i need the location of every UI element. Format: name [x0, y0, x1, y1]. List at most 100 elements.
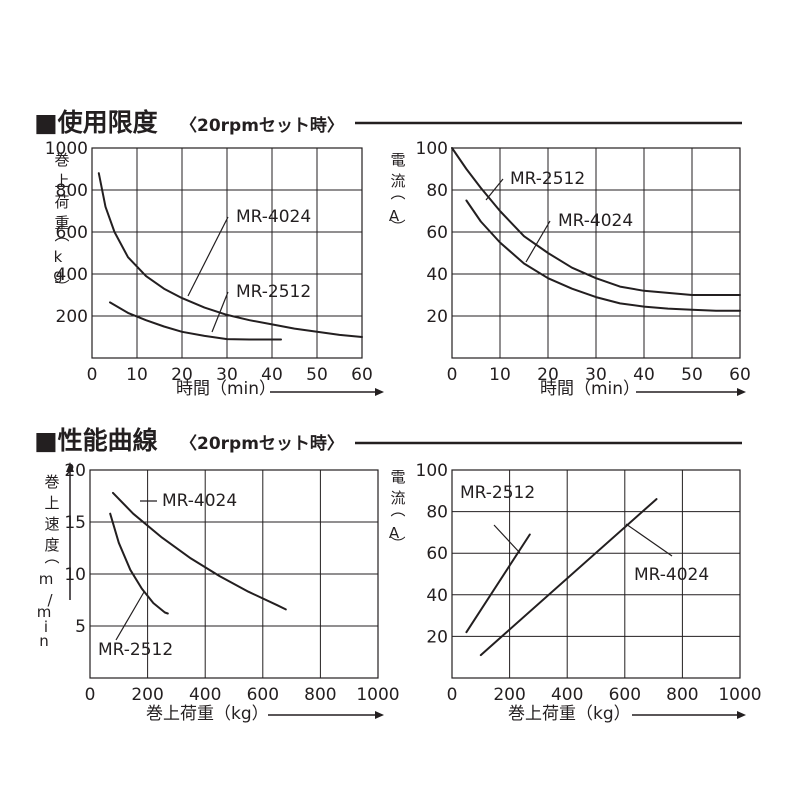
y-axis-glyph: 巻	[54, 151, 69, 169]
y-tick-label: 10	[64, 565, 86, 585]
x-tick-label: 1000	[718, 685, 761, 705]
x-tick-label: 40	[261, 365, 283, 385]
y-axis-glyph: 速	[44, 515, 59, 533]
y-axis-glyph: ︶	[390, 218, 405, 236]
y-axis-glyph: ︵	[54, 226, 69, 244]
leader-line	[211, 291, 229, 333]
chart-speed-vs-load: 0 200 400 600 800 10005101520MR-4024MR-2512巻上…	[37, 461, 400, 724]
y-axis-glyph: A	[389, 524, 400, 542]
y-axis-title: 電流︵A︶電流（A）	[389, 151, 406, 236]
x-tick-label: 30	[216, 365, 238, 385]
series-label: MR-2512	[98, 640, 173, 660]
chart-current-vs-load: 0 200 400 600 800 1000 20 40 60 80 100 MR-2512 MR-40…	[389, 461, 762, 724]
y-axis-glyph: 上	[44, 494, 59, 512]
leader-line	[525, 220, 551, 263]
x-tick-label: 800	[666, 685, 698, 705]
series-line-mr-2512	[451, 147, 741, 296]
y-tick-label: 80	[426, 503, 448, 523]
x-tick-label: 200	[493, 685, 525, 705]
y-axis-glyph: k	[54, 248, 63, 266]
y-tick-label: 100	[416, 139, 448, 159]
leader-line	[485, 178, 504, 201]
series-line-mr-4024	[112, 491, 287, 611]
y-axis-glyph: 上	[54, 172, 69, 190]
y-axis-glyph: m	[39, 570, 54, 588]
y-axis-glyph: g	[53, 266, 63, 284]
x-tick-label: 600	[247, 685, 279, 705]
series-label: MR-4024	[236, 207, 311, 227]
x-tick-label: 60	[351, 365, 373, 385]
chart-current-vs-time: 0 10 20 30 40 50 60 20 40 60 80 100 MR-2512 MR-4024 電流…	[389, 139, 751, 399]
plot-frame	[91, 147, 363, 359]
y-axis-glyph: m	[37, 603, 52, 621]
x-tick-label: 30	[585, 365, 607, 385]
y-tick-label: 800	[56, 181, 88, 201]
series-line-mr-4024	[97, 172, 363, 338]
y-tick-label: 15	[64, 513, 86, 533]
x-tick-label: 200	[131, 685, 163, 705]
leader-line	[115, 591, 145, 641]
leader-line	[493, 524, 521, 554]
x-tick-label: 0	[447, 685, 458, 705]
x-tick-label: 0	[85, 685, 96, 705]
x-tick-label: 800	[304, 685, 336, 705]
x-tick-label: 20	[171, 365, 193, 385]
section-subtitle: 〈20rpmセット時〉	[180, 115, 344, 136]
y-axis-glyph: 流	[390, 489, 405, 507]
series-line-mr-2512	[109, 512, 169, 615]
x-tick-label: 20	[537, 365, 559, 385]
y-axis-glyph: i	[44, 618, 48, 636]
series-line-mr-2512	[465, 533, 531, 634]
x-axis-arrow-head	[375, 711, 384, 719]
x-axis-title: 時間（min）	[176, 379, 276, 399]
x-tick-label: 50	[306, 365, 328, 385]
x-tick-label: 1000	[356, 685, 399, 705]
y-axis-glyph: 流	[390, 172, 405, 190]
section-performance-header: ■性能曲線 〈20rpmセット時〉	[34, 426, 742, 455]
series-label: MR-4024	[634, 565, 709, 585]
y-tick-label: 60	[426, 544, 448, 564]
plot-frame	[89, 469, 379, 679]
y-tick-label: 5	[75, 617, 86, 637]
x-tick-label: 60	[729, 365, 751, 385]
y-axis-glyph: /	[47, 591, 53, 609]
x-axis-arrow-head	[375, 388, 384, 396]
y-tick-label: 40	[426, 586, 448, 606]
x-tick-label: 10	[126, 365, 148, 385]
x-tick-label: 10	[489, 365, 511, 385]
plot-frame	[451, 147, 741, 359]
series-line-mr-2512	[109, 301, 282, 341]
y-axis-glyph: 度	[44, 536, 59, 554]
x-tick-label: 400	[189, 685, 221, 705]
leader-line	[625, 523, 673, 557]
plot-frame	[451, 469, 741, 679]
series-label: MR-4024	[558, 211, 633, 231]
x-axis-title: 時間（min）	[540, 379, 640, 399]
series-line-mr-4024	[479, 498, 658, 657]
series-label: MR-2512	[236, 282, 311, 302]
y-tick-label: 1000	[45, 139, 88, 159]
y-axis-glyph: n	[39, 632, 49, 650]
y-axis-glyph: ︶	[54, 278, 69, 296]
y-axis-title: 巻上荷重︵kg︶巻上荷重（kg）	[53, 151, 69, 296]
gridlines	[91, 147, 363, 358]
y-tick-label: 80	[426, 181, 448, 201]
section-title: ■性能曲線	[34, 426, 158, 455]
y-axis-glyph: 巻	[44, 473, 59, 491]
y-axis-glyph: ︵	[44, 548, 59, 566]
series-label: MR-2512	[510, 169, 585, 189]
y-axis-glyph: ︵	[390, 501, 405, 519]
x-axis-arrow-head	[737, 711, 746, 719]
y-axis-title: 電流︵A︶電流（A）	[389, 468, 406, 553]
y-axis-glyph: ︶	[390, 535, 405, 553]
y-tick-label: 20	[426, 307, 448, 327]
y-tick-label: 40	[426, 265, 448, 285]
y-tick-label: 600	[56, 223, 88, 243]
leader-line	[187, 216, 229, 297]
x-tick-label: 40	[633, 365, 655, 385]
gridlines	[451, 147, 741, 358]
section-usage-limit-header: ■使用限度 〈20rpmセット時〉	[34, 108, 742, 137]
y-axis-glyph: 電	[390, 468, 405, 486]
y-tick-label: 60	[426, 223, 448, 243]
